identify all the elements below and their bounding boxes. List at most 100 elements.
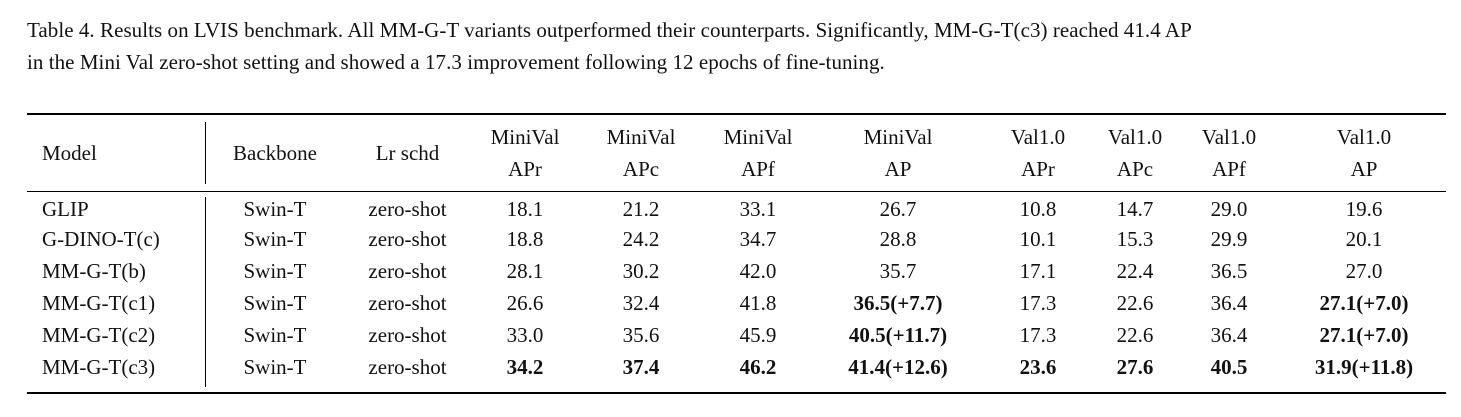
table-cell: 27.0 [1345,258,1383,283]
table-row: MM-G-T(c2) Swin-T zero-shot 33.0 35.6 45.9 40.… [27,319,1446,351]
table-cell: 33.0 [506,322,544,347]
table-cell: 22.6 [1116,290,1154,315]
table-cell: zero-shot [368,196,447,221]
table-header-rule [27,191,1446,192]
table-row: GLIP Swin-T zero-shot 18.1 21.2 33.1 26.7 10.8 1… [27,191,1446,223]
table-cell: Swin-T [243,354,307,379]
table-cell: Swin-T [243,226,307,251]
table-cell: 37.4 [622,354,660,379]
table-cell: 15.3 [1116,226,1154,251]
model-name-cell: MM-G-T(c3) [42,354,156,379]
table-cell: 45.9 [739,322,777,347]
table-cell: Swin-T [243,196,307,221]
table-cell: 36.5 [1210,258,1248,283]
column-header-line-1: MiniVal [606,125,676,149]
table-cell: 10.8 [1019,196,1057,221]
table-cell: 29.0 [1210,196,1248,221]
table-cell: 40.5 [1210,354,1248,379]
table-cell: 41.4(+12.6) [848,354,948,379]
table-cell: 46.2 [739,354,777,379]
table-cell: 36.4 [1210,322,1248,347]
table-header-row: Model Backbone Lr schd MiniVal APr MiniVal APc… [27,115,1446,191]
table-cell: Swin-T [243,258,307,283]
table-cell: 41.8 [739,290,777,315]
table-cell: 27.1(+7.0) [1319,322,1409,347]
column-header: Lr schd [345,115,470,191]
caption-line-1: Table 4. Results on LVIS benchmark. All … [27,18,1192,42]
model-name-cell: MM-G-T(b) [42,258,146,283]
column-header-line-2: AP [884,157,912,181]
model-name-cell: GLIP [42,196,89,221]
column-header-line-1: Val1.0 [1107,125,1163,149]
table-cell: 22.4 [1116,258,1154,283]
table-bottom-rule [27,392,1446,394]
column-header-line-2: APf [1212,157,1246,181]
results-table: Model Backbone Lr schd MiniVal APr MiniVal APc… [27,115,1446,383]
column-header-line-2: APr [1021,157,1055,181]
table-cell: 23.6 [1019,354,1057,379]
table-cell: 14.7 [1116,196,1154,221]
caption-line-2: in the Mini Val zero-shot setting and sh… [27,50,885,74]
table-cell: 28.8 [879,226,917,251]
table-cell: 17.1 [1019,258,1057,283]
column-header-line-1: Val1.0 [1201,125,1257,149]
column-header: MiniVal APf [702,115,814,191]
column-header-line-2: AP [1350,157,1378,181]
column-header-line-2: APf [741,157,775,181]
table-cell: 36.4 [1210,290,1248,315]
column-header-line-2: APr [508,157,542,181]
table-cell: 17.3 [1019,322,1057,347]
column-header: Val1.0 APr [982,115,1094,191]
column-header-line-1: MiniVal [490,125,560,149]
column-header: Backbone [205,115,345,191]
table-cell: 10.1 [1019,226,1057,251]
column-header-line-1: Val1.0 [1336,125,1392,149]
column-header-line-1: Val1.0 [1010,125,1066,149]
table-row: G-DINO-T(c) Swin-T zero-shot 18.8 24.2 34.7 28… [27,223,1446,255]
table-cell: 36.5(+7.7) [853,290,943,315]
table-cell: 35.7 [879,258,917,283]
table-cell: 22.6 [1116,322,1154,347]
header-column-divider [205,122,206,184]
table-cell: 19.6 [1345,196,1383,221]
column-header: MiniVal APc [580,115,702,191]
column-header: Val1.0 APc [1094,115,1176,191]
table-cell: 26.6 [506,290,544,315]
table-cell: 32.4 [622,290,660,315]
table-cell: 18.1 [506,196,544,221]
table-cell: 29.9 [1210,226,1248,251]
table-cell: 42.0 [739,258,777,283]
table-cell: 20.1 [1345,226,1383,251]
table-cell: 24.2 [622,226,660,251]
table-cell: 33.1 [739,196,777,221]
model-name-cell: G-DINO-T(c) [42,226,160,251]
table-cell: 18.8 [506,226,544,251]
table-cell: zero-shot [368,322,447,347]
column-header: Val1.0 AP [1282,115,1446,191]
table-cell: zero-shot [368,290,447,315]
table-caption: Table 4. Results on LVIS benchmark. All … [27,14,1447,78]
table-row: MM-G-T(c3) Swin-T zero-shot 34.2 37.4 46.2 41.… [27,351,1446,383]
column-header: Model [27,115,205,191]
column-header-line-2: APc [1116,157,1154,181]
table-cell: Swin-T [243,322,307,347]
table-cell: zero-shot [368,354,447,379]
table-row: MM-G-T(c1) Swin-T zero-shot 26.6 32.4 41.8 36.… [27,287,1446,319]
table-top-rule [27,113,1446,115]
table-body: GLIP Swin-T zero-shot 18.1 21.2 33.1 26.7 10.8 1… [27,191,1446,383]
column-header-line-1: Backbone [233,141,317,165]
column-header-line-1: MiniVal [723,125,793,149]
table-cell: Swin-T [243,290,307,315]
table-cell: 28.1 [506,258,544,283]
model-name-cell: MM-G-T(c1) [42,290,156,315]
table-cell: zero-shot [368,226,447,251]
table-cell: 27.1(+7.0) [1319,290,1409,315]
column-header-line-2: APc [622,157,660,181]
column-header: MiniVal AP [814,115,982,191]
column-header: Val1.0 APf [1176,115,1282,191]
body-column-divider [205,197,206,387]
table-cell: 26.7 [879,196,917,221]
table-cell: 40.5(+11.7) [848,322,948,347]
table-cell: zero-shot [368,258,447,283]
table-cell: 30.2 [622,258,660,283]
